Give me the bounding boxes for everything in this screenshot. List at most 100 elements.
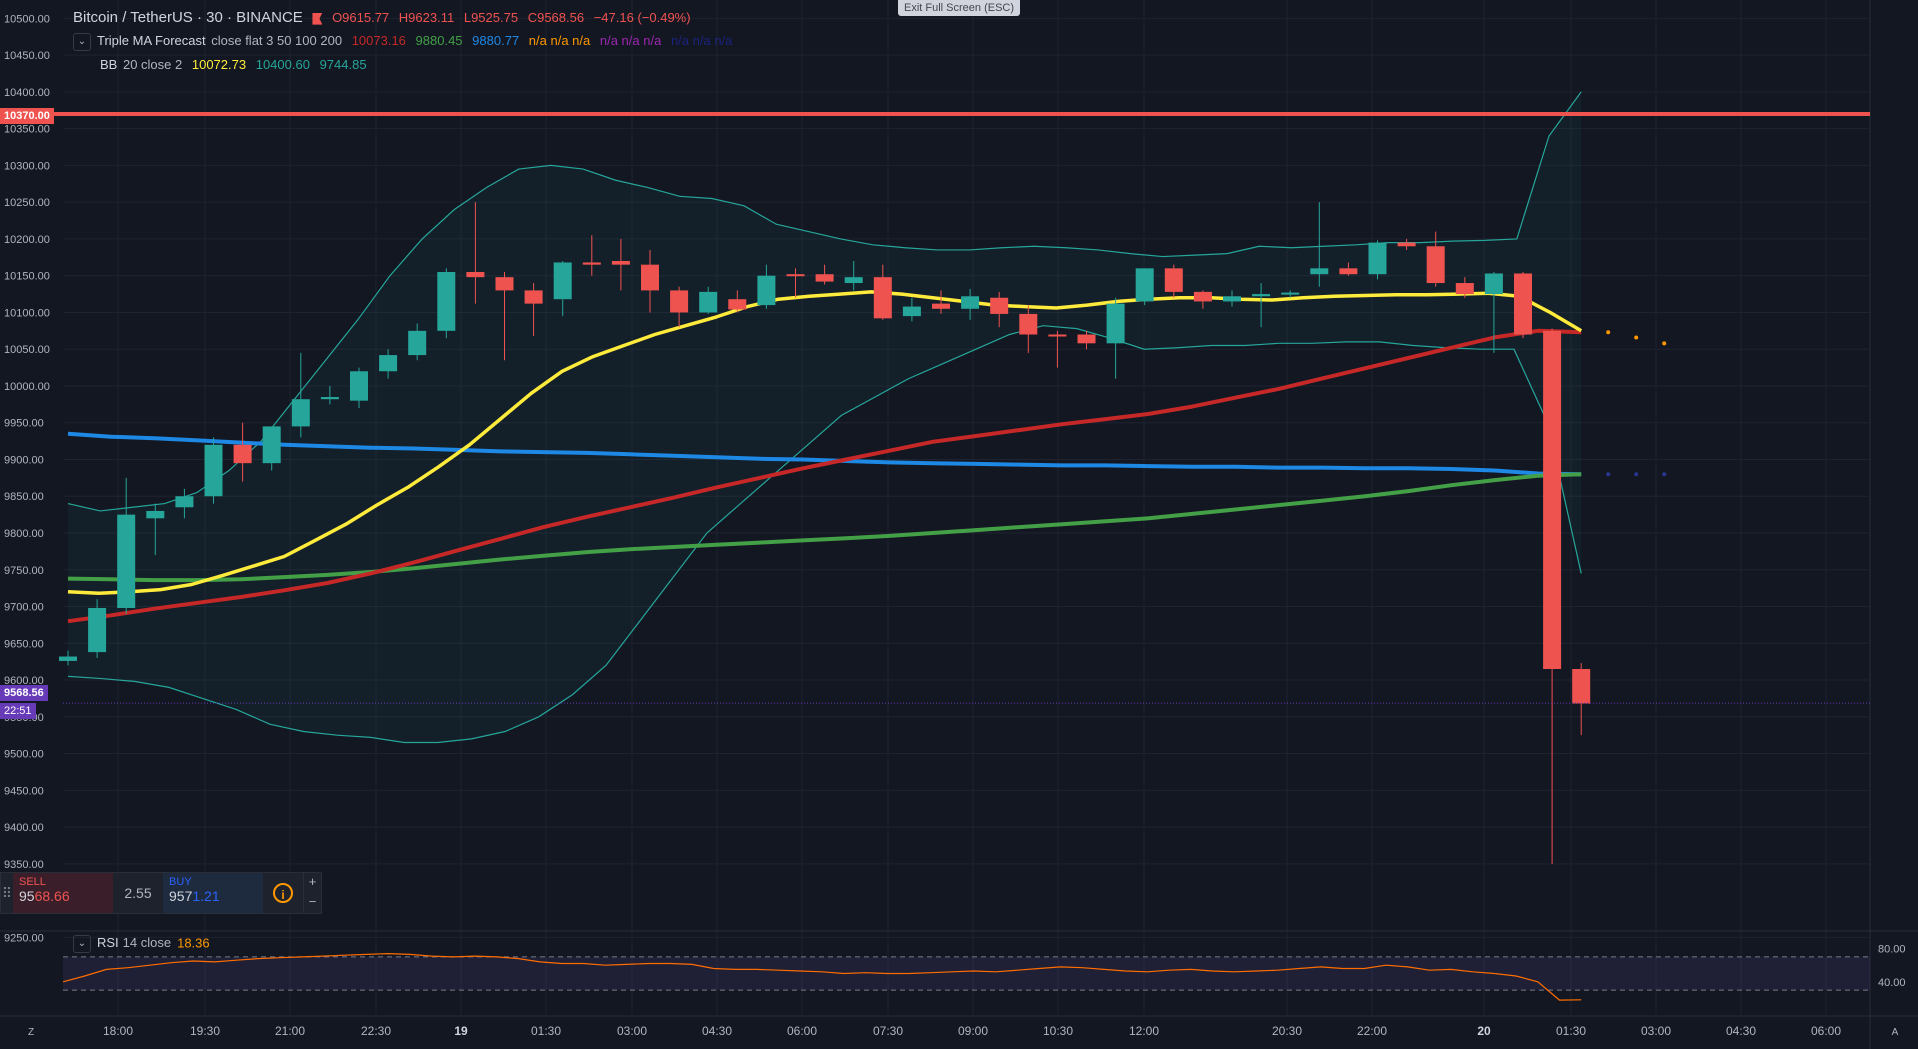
candle-body (1164, 268, 1183, 292)
alert-price-label[interactable]: 10370.00 (0, 108, 54, 124)
candle-body (641, 264, 659, 291)
price-axis-label: 9400.00 (4, 822, 44, 834)
candle-body (291, 399, 310, 427)
spread-value: 2.55 (124, 885, 152, 901)
time-axis-label: 10:30 (1043, 1024, 1073, 1038)
time-axis-label: 12:00 (1129, 1024, 1159, 1038)
sell-price-main: 95 (19, 888, 35, 904)
auto-scale-button[interactable]: A (1892, 1027, 1899, 1038)
forecast-dot-blue (1606, 472, 1611, 477)
time-axis-label: 06:00 (787, 1024, 817, 1038)
bb-name[interactable]: BB (100, 57, 118, 72)
candle-body (611, 260, 630, 265)
price-axis-label: 9250.00 (4, 932, 44, 944)
candle-body (1048, 334, 1067, 337)
price-axis-label: 9750.00 (4, 565, 44, 577)
sell-price-accent: 68.66 (34, 888, 70, 904)
ma-red-line (67, 328, 1582, 624)
exit-fullscreen-button[interactable]: Exit Full Screen (ESC) (898, 0, 1021, 16)
ohlc-low: L9525.75 (463, 10, 519, 25)
price-axis-label: 9350.00 (4, 859, 44, 871)
buy-button[interactable]: BUY 9571.21 (163, 873, 263, 913)
time-axis-label: 20 (1477, 1024, 1491, 1038)
candle-body (1193, 291, 1212, 302)
forecast-dot-orange (1634, 335, 1639, 340)
ohlc-open: O9615.77 (332, 10, 390, 25)
symbol-title[interactable]: Bitcoin / TetherUS · 30 · BINANCE (73, 9, 303, 26)
triple-ma-legend: ⌄ Triple MA Forecast close flat 3 50 100 … (73, 33, 738, 51)
flag-icon[interactable] (312, 12, 323, 25)
sell-button[interactable]: SELL 9568.66 (13, 873, 113, 913)
triple-ma-na-purple: n/a n/a n/a (599, 33, 662, 49)
bb-lower-line (67, 325, 1582, 744)
drag-handle-icon[interactable]: ⠿ (1, 885, 13, 901)
bb-params: 20 close 2 (122, 57, 183, 72)
candle-body (59, 656, 77, 661)
buy-price-main: 957 (169, 888, 193, 904)
candle-body (815, 274, 834, 282)
price-axis-label: 9450.00 (4, 785, 44, 797)
candle-body (1397, 242, 1416, 247)
ma-blue-line (67, 431, 1582, 477)
quantity-plus-button[interactable]: + (303, 873, 321, 893)
forecast-dot-blue (1634, 472, 1639, 477)
ma-green-line (67, 472, 1582, 583)
quantity-minus-button[interactable]: − (303, 893, 321, 913)
triple-ma-v3: 9880.77 (472, 33, 520, 49)
price-axis-label: 9650.00 (4, 638, 44, 650)
time-axis-label: 06:00 (1811, 1024, 1841, 1038)
candle-body (699, 291, 718, 313)
candle-body (902, 306, 921, 317)
forecast-dot-orange (1606, 330, 1611, 335)
time-axis-label: 20:30 (1272, 1024, 1302, 1038)
rsi-name[interactable]: RSI (97, 935, 119, 951)
candle-body (408, 330, 427, 356)
time-axis-label: 03:00 (1641, 1024, 1671, 1038)
candle-body (873, 277, 892, 319)
time-axis-label: 21:00 (275, 1024, 305, 1038)
price-axis-label: 10000.00 (4, 381, 50, 393)
candle-body (728, 299, 747, 310)
candle-body (1281, 292, 1300, 295)
price-axis-label: 10400.00 (4, 87, 50, 99)
last-price-label: 9568.56 (0, 685, 48, 701)
candle-body (670, 290, 689, 313)
candle-body (350, 371, 368, 401)
price-axis-label: 10100.00 (4, 307, 50, 319)
forecast-dot-orange (1662, 341, 1667, 346)
info-icon: i (273, 883, 293, 903)
triple-ma-name[interactable]: Triple MA Forecast (97, 33, 206, 49)
buy-price-accent: 1.21 (192, 888, 220, 904)
zoom-corner-button[interactable]: Z (28, 1027, 34, 1038)
sell-label: SELL (19, 876, 46, 888)
candle-body (1339, 268, 1358, 275)
candle-body (1019, 313, 1038, 335)
candle-body (262, 426, 281, 464)
rsi-axis-label: 40.00 (1878, 977, 1906, 989)
info-button[interactable]: i (263, 873, 303, 913)
rsi-line (62, 952, 1582, 1001)
ohlc-high: H9623.11 (398, 10, 455, 25)
chevron-down-icon[interactable]: ⌄ (73, 935, 91, 953)
rsi-value: 18.36 (177, 935, 210, 951)
price-axis-label: 9500.00 (4, 749, 44, 761)
candle-body (757, 275, 776, 306)
candle-body (1484, 273, 1503, 295)
triple-ma-v1: 10073.16 (351, 33, 406, 49)
candle-body (1223, 296, 1241, 302)
price-axis-label: 9800.00 (4, 528, 44, 540)
candle-body (233, 444, 252, 464)
time-axis-label: 01:30 (531, 1024, 561, 1038)
candle-body (320, 396, 339, 400)
rsi-params: 14 close (122, 935, 172, 951)
bb-basis: 10072.73 (191, 57, 247, 72)
price-axis-label: 10450.00 (4, 50, 50, 62)
time-axis-label: 19:30 (190, 1024, 220, 1038)
price-axis-label: 9600.00 (4, 675, 44, 687)
candle-body (1426, 246, 1445, 284)
countdown-label: 22:51 (0, 703, 36, 719)
candle-body (146, 510, 165, 519)
chevron-down-icon[interactable]: ⌄ (73, 33, 91, 51)
price-axis-label: 10350.00 (4, 124, 50, 136)
price-axis-label: 9700.00 (4, 602, 44, 614)
